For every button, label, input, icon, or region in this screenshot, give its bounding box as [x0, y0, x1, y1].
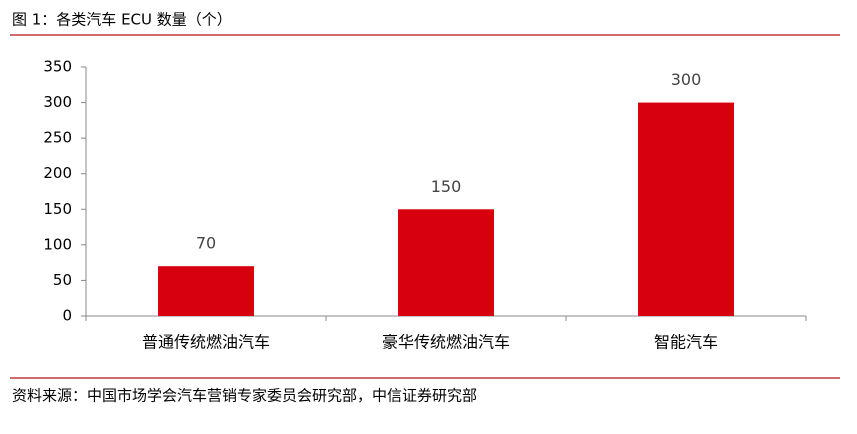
y-tick-label: 100: [43, 235, 72, 253]
x-tick-label: 智能汽车: [654, 333, 718, 352]
x-tick-label: 豪华传统燃油汽车: [382, 333, 510, 352]
y-tick-label: 350: [43, 58, 72, 76]
data-label: 70: [196, 234, 216, 253]
y-tick-label: 50: [53, 271, 72, 289]
chart-title: 图 1：各类汽车 ECU 数量（个）: [12, 11, 232, 29]
x-tick-label: 普通传统燃油汽车: [142, 333, 270, 352]
source-note: 资料来源：中国市场学会汽车营销专家委员会研究部，中信证券研究部: [12, 387, 477, 405]
bar: [158, 266, 254, 316]
y-tick-label: 200: [43, 164, 72, 182]
data-label: 300: [671, 70, 702, 89]
y-tick-label: 300: [43, 93, 72, 111]
bar: [638, 102, 734, 316]
y-tick-label: 150: [43, 200, 72, 218]
y-tick-label: 0: [62, 307, 72, 325]
data-label: 150: [431, 177, 462, 196]
bar: [398, 209, 494, 316]
y-tick-label: 250: [43, 129, 72, 147]
